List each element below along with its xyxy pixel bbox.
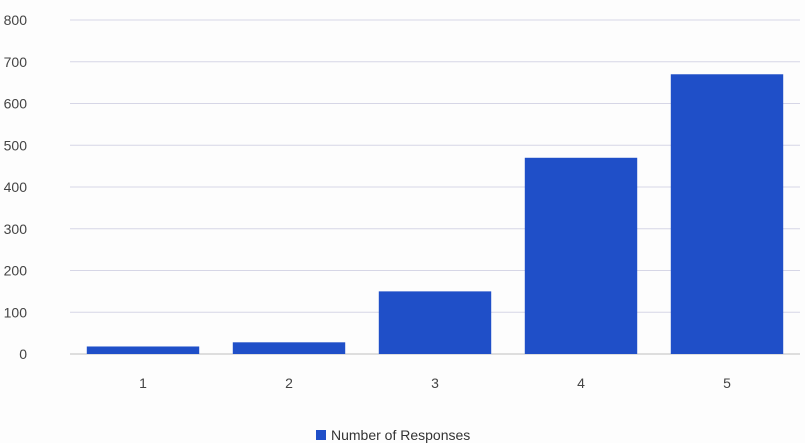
y-tick-label: 500 <box>4 137 28 153</box>
bar-1 <box>86 346 200 354</box>
bars <box>86 74 784 355</box>
x-axis-ticks: 1 2 3 4 5 <box>139 375 731 391</box>
bar-4 <box>524 157 638 354</box>
y-tick-label: 400 <box>4 179 28 195</box>
y-tick-label: 300 <box>4 221 28 237</box>
bar-3 <box>378 291 492 354</box>
y-tick-label: 700 <box>4 54 28 70</box>
x-tick-label: 4 <box>577 375 585 391</box>
x-tick-label: 2 <box>285 375 293 391</box>
legend: Number of Responses <box>316 427 470 443</box>
bar-5 <box>670 74 784 355</box>
y-tick-label: 0 <box>19 346 27 362</box>
gridlines <box>70 19 800 355</box>
y-axis-ticks: 0 100 200 300 400 500 600 700 800 <box>4 12 28 362</box>
x-tick-label: 5 <box>723 375 731 391</box>
x-tick-label: 3 <box>431 375 439 391</box>
legend-swatch <box>316 430 326 440</box>
y-tick-label: 100 <box>4 304 28 320</box>
y-tick-label: 200 <box>4 263 28 279</box>
y-tick-label: 600 <box>4 96 28 112</box>
x-tick-label: 1 <box>139 375 147 391</box>
legend-label: Number of Responses <box>331 427 470 443</box>
bar-2 <box>232 342 346 354</box>
y-tick-label: 800 <box>4 12 28 28</box>
